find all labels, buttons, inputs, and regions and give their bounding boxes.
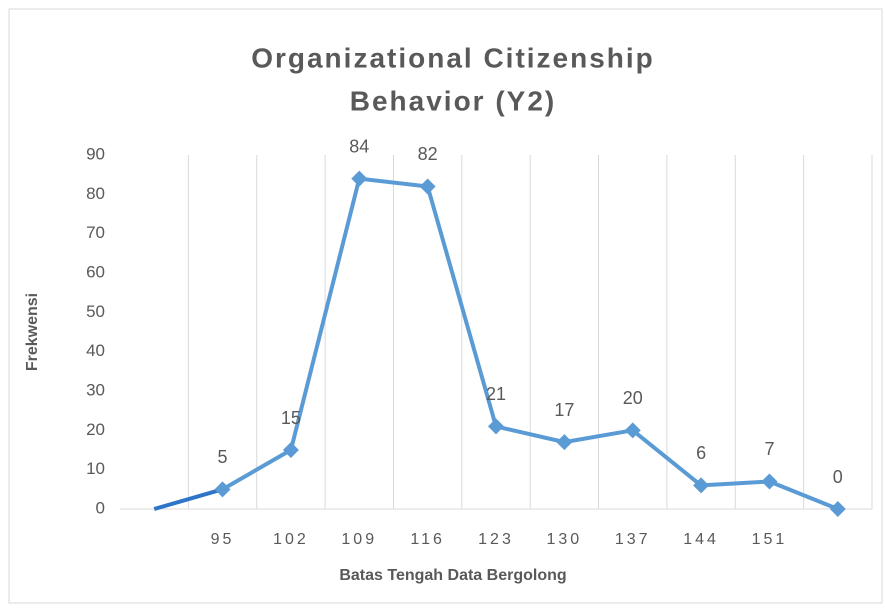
chart-border xyxy=(8,8,883,604)
y-tick-label: 10 xyxy=(86,459,105,478)
data-label: 21 xyxy=(486,384,506,404)
marker xyxy=(282,442,299,458)
data-label: 17 xyxy=(554,400,574,420)
marker xyxy=(214,481,231,498)
marker xyxy=(419,178,436,195)
line xyxy=(221,176,839,511)
y-tick-label: 70 xyxy=(86,223,105,242)
y-tick-label: 50 xyxy=(86,302,105,321)
y-tick-label: 80 xyxy=(86,184,105,203)
chart-subtitle: Behavior (Y2) xyxy=(350,85,557,116)
marker xyxy=(829,501,846,517)
marker xyxy=(761,473,778,490)
x-tick-label: 116 xyxy=(410,531,445,548)
x-tick-label: 144 xyxy=(683,531,719,548)
data-label: 6 xyxy=(696,443,706,463)
y-tick-label: 40 xyxy=(86,341,105,360)
y-axis-label: Frekwensi xyxy=(24,293,41,371)
y-tick-label: 90 xyxy=(86,144,105,163)
data-label: 5 xyxy=(218,447,228,467)
y-tick-label: 20 xyxy=(86,420,105,439)
data-label: 82 xyxy=(418,144,438,164)
chart-title: Organizational Citizenship xyxy=(251,42,655,73)
x-tick-label: 130 xyxy=(547,531,583,548)
data-label: 84 xyxy=(349,136,369,156)
y-tick-label: 30 xyxy=(86,380,105,399)
x-tick-label: 151 xyxy=(752,531,788,548)
y-tick-label: 0 xyxy=(96,498,105,517)
data-label: 0 xyxy=(833,467,843,487)
x-axis-label: Batas Tengah Data Bergolong xyxy=(339,567,566,584)
marker xyxy=(488,418,504,435)
data-label: 20 xyxy=(623,388,643,408)
x-tick-label: 95 xyxy=(211,531,235,548)
marker xyxy=(556,434,573,451)
x-tick-label: 102 xyxy=(273,531,309,548)
x-tick-label: 123 xyxy=(478,531,514,548)
data-label: 7 xyxy=(764,439,774,459)
data-label: 15 xyxy=(281,408,301,428)
marker xyxy=(624,422,641,439)
x-tick-label: 137 xyxy=(615,531,651,548)
y-tick-label: 60 xyxy=(86,262,105,281)
x-tick-label: 109 xyxy=(341,531,377,548)
marker xyxy=(693,477,710,494)
line xyxy=(153,487,224,511)
marker xyxy=(351,170,368,187)
